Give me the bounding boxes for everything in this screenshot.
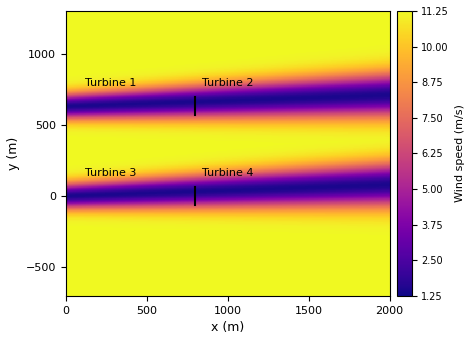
Text: Turbine 3: Turbine 3 bbox=[85, 167, 137, 178]
Y-axis label: y (m): y (m) bbox=[7, 137, 20, 170]
X-axis label: x (m): x (m) bbox=[211, 321, 244, 334]
Text: Turbine 2: Turbine 2 bbox=[202, 78, 253, 88]
Text: Turbine 4: Turbine 4 bbox=[202, 167, 253, 178]
Y-axis label: Wind speed (m/s): Wind speed (m/s) bbox=[455, 104, 465, 202]
Text: Turbine 1: Turbine 1 bbox=[85, 78, 137, 88]
